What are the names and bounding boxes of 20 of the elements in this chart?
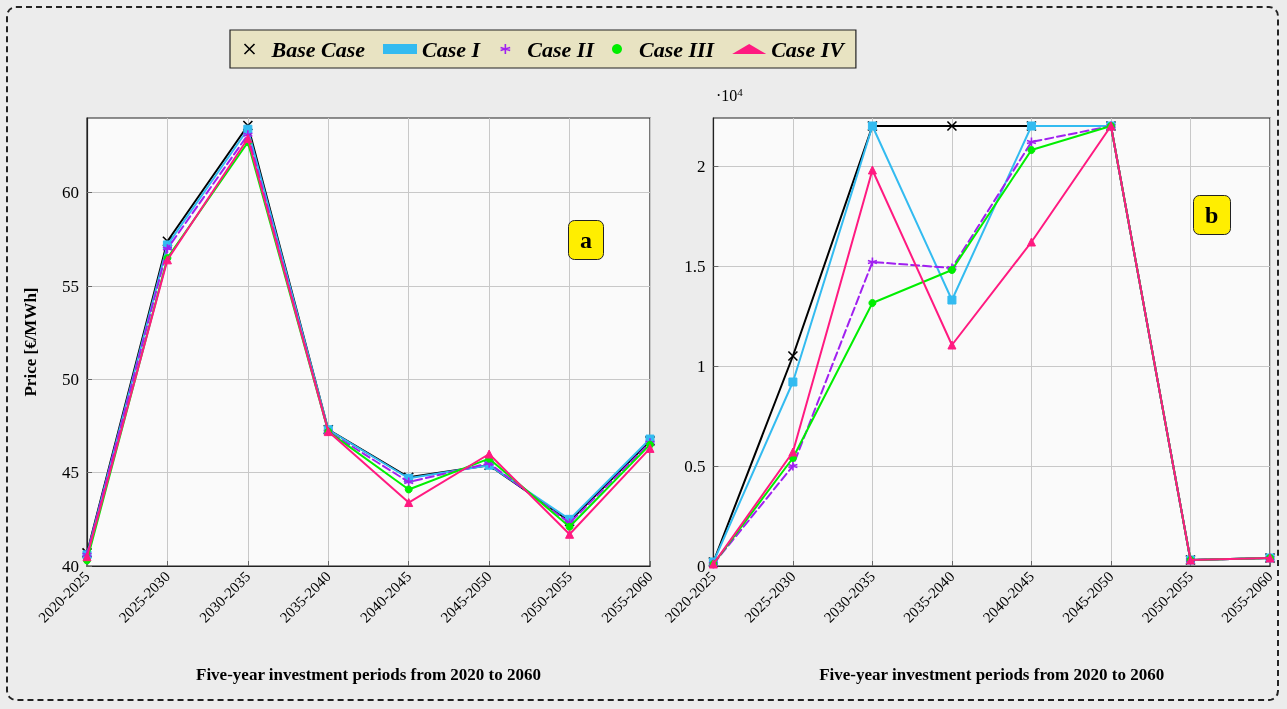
x-axis-title: Five-year investment periods from 2020 to 2060 [819,665,1165,684]
y-tick-label: 2 [696,156,706,176]
y-tick-label: 40 [62,556,79,576]
text: a [580,227,592,253]
legend-label: Base Case [270,36,366,62]
legend-label: Case III [638,36,716,62]
y-tick-label: 50 [62,369,79,389]
y-tick-label: 1 [696,356,706,376]
legend-label: Case II [527,36,596,62]
y-tick-label: 0.5 [684,456,706,476]
text: b [1205,202,1219,228]
legend-label: Case IV [771,36,847,62]
y-tick-label: 45 [62,463,79,483]
y-tick-label: 0 [696,556,706,576]
x-axis-title: Five-year investment periods from 2020 to 2060 [196,665,541,684]
legend-label: Case I [422,36,482,62]
y-tick-label: 60 [62,183,79,203]
y-axis-title: Price [€/MWh] [21,287,40,397]
y-tick-label: 1.5 [684,256,706,276]
y-tick-label: 55 [62,276,79,296]
